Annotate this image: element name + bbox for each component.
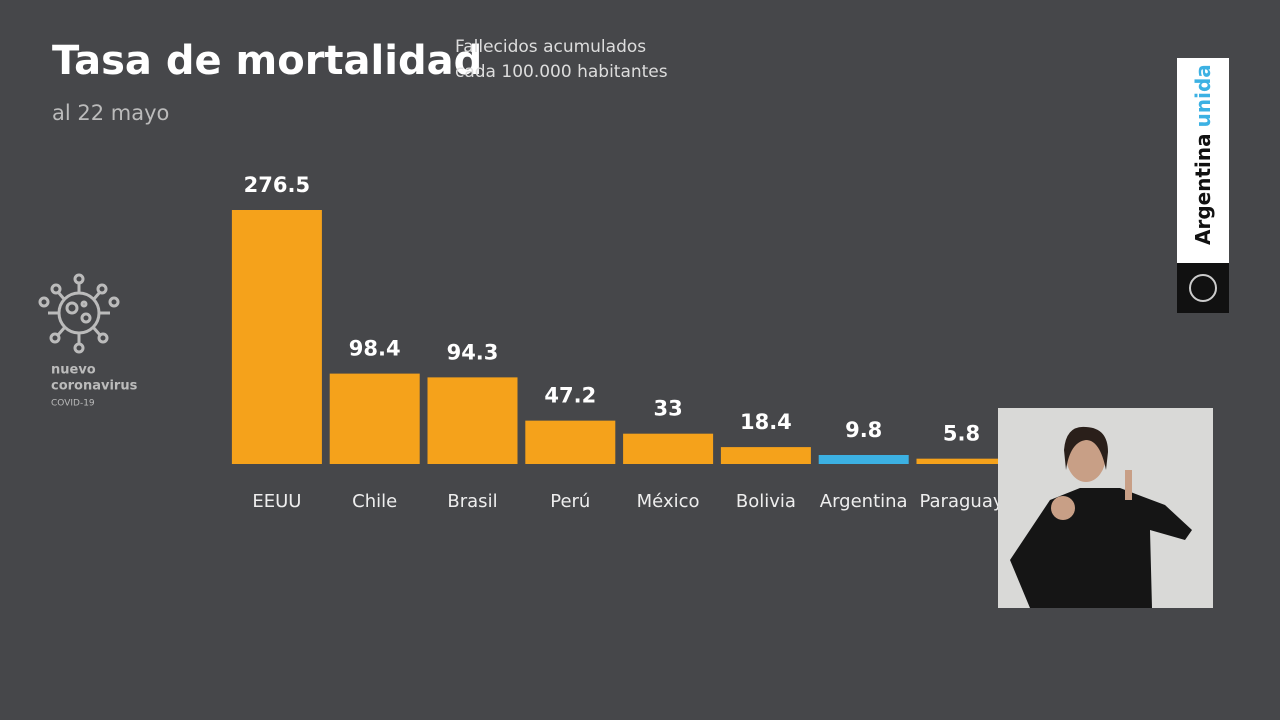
value-label: 9.8 bbox=[845, 418, 882, 442]
x-tick-label: Perú bbox=[550, 491, 590, 512]
date: al 22 mayo bbox=[52, 101, 169, 125]
logo-word: Argentina bbox=[1191, 133, 1215, 245]
bar bbox=[720, 447, 811, 464]
value-label: 5.8 bbox=[943, 422, 980, 446]
brand-text: COVID-19 bbox=[51, 399, 95, 409]
x-tick-label: México bbox=[637, 491, 700, 512]
x-tick-label: Paraguay bbox=[919, 491, 1003, 512]
virus-icon bbox=[38, 273, 120, 354]
x-tick-label: EEUU bbox=[252, 491, 301, 512]
value-label: 47.2 bbox=[544, 384, 596, 408]
bar bbox=[231, 210, 322, 464]
bar bbox=[916, 458, 1007, 464]
bar bbox=[427, 377, 518, 464]
subtitle: Fallecidos acumulados bbox=[455, 37, 646, 57]
value-label: 98.4 bbox=[349, 337, 401, 361]
brand-text: coronavirus bbox=[51, 379, 138, 394]
bars: EEUU 276.5 Chile 98.4 Brasil 94.3 Perú 47.2 Méxi… bbox=[231, 173, 1007, 512]
subtitle: cada 100.000 habitantes bbox=[455, 62, 668, 82]
bar bbox=[818, 454, 909, 464]
logo-panel: Argentina unida bbox=[1177, 58, 1229, 313]
sign-interpreter-video bbox=[998, 408, 1213, 608]
bar bbox=[329, 373, 420, 464]
chart-title: Tasa de mortalidad bbox=[52, 38, 482, 84]
logo-text: Argentina unida bbox=[1191, 64, 1215, 245]
value-label: 276.5 bbox=[244, 173, 310, 197]
value-label: 18.4 bbox=[740, 410, 792, 434]
bar bbox=[623, 433, 714, 464]
x-tick-label: Brasil bbox=[447, 491, 497, 512]
logo-word: unida bbox=[1191, 64, 1215, 127]
x-tick-label: Argentina bbox=[820, 491, 908, 512]
x-tick-label: Bolivia bbox=[736, 491, 796, 512]
value-label: 94.3 bbox=[447, 340, 499, 364]
x-tick-label: Chile bbox=[352, 491, 397, 512]
bar bbox=[525, 420, 616, 464]
value-label: 33 bbox=[653, 397, 682, 421]
brand-text: nuevo bbox=[51, 363, 96, 378]
